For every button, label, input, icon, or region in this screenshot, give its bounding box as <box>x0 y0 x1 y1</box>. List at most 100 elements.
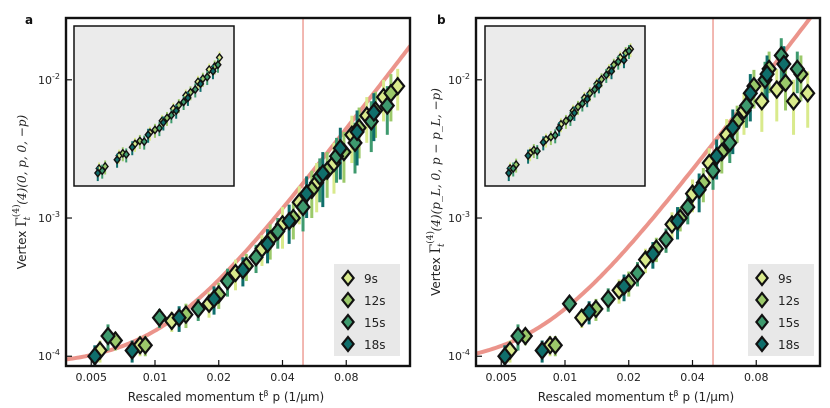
data-point <box>379 95 396 116</box>
x-tick-label: 0.02 <box>616 371 641 384</box>
data-point <box>776 54 792 74</box>
data-point <box>777 73 794 93</box>
inset-data-point <box>524 150 532 161</box>
markers-18s <box>87 102 382 366</box>
inset-data-point <box>570 108 579 118</box>
inset-data-point <box>113 155 121 165</box>
data-point <box>785 91 802 111</box>
y-tick-label: 10-4 <box>38 348 60 363</box>
y-tick-label: 10-2 <box>448 72 470 87</box>
inset-data-point <box>209 66 217 76</box>
inset-data-point <box>509 163 518 174</box>
inset-data-point <box>614 56 622 67</box>
data-point <box>510 326 526 346</box>
inset-data-point <box>159 117 168 128</box>
data-point <box>248 247 264 268</box>
inset-data-point <box>136 136 144 146</box>
legend-label: 12s <box>364 294 386 308</box>
inset-series-12s <box>512 46 630 173</box>
data-point <box>705 160 721 181</box>
x-axis-label: Rescaled momentum tβ p (1/μm) <box>538 389 735 404</box>
data-point <box>616 276 632 297</box>
markers-18s <box>497 54 792 366</box>
inset-data-point <box>191 84 200 95</box>
x-tick-label: 0.01 <box>143 371 168 384</box>
data-point <box>137 335 154 356</box>
data-point <box>691 180 707 200</box>
data-point <box>124 340 140 361</box>
inset-data-point <box>122 149 131 160</box>
inset-data-point <box>155 123 164 133</box>
inset-data-point <box>578 98 587 109</box>
inset-data-point <box>172 106 180 116</box>
inset-data-point <box>175 100 183 110</box>
plot-area <box>66 18 410 366</box>
panel-a: a 0.005 0.01 0.02 0.04 0.08 10-4 10-3 10-2 Rescal… <box>11 13 412 404</box>
data-point <box>721 133 738 153</box>
data-point <box>799 83 816 103</box>
inset-data-point <box>583 94 591 104</box>
inset-data-point <box>566 113 575 123</box>
inset-data-point <box>144 130 152 140</box>
axes-frame <box>64 16 412 368</box>
y-tick-label: 10-3 <box>38 210 60 225</box>
data-point <box>151 307 168 328</box>
inset-series-18s <box>504 54 628 182</box>
legend-marker <box>340 269 356 287</box>
inset-data-point <box>555 123 563 133</box>
inset-data-point <box>551 130 559 141</box>
inset-data-point <box>625 46 633 56</box>
inset-data-point <box>597 74 606 85</box>
inset-data-point <box>504 168 513 178</box>
inset-data-point <box>574 102 582 112</box>
data-point <box>295 197 311 217</box>
data-point <box>742 83 759 103</box>
inset <box>484 25 646 187</box>
legend-label: 18s <box>364 338 386 352</box>
inset-data-point <box>620 55 628 65</box>
legend-label: 9s <box>364 272 378 286</box>
y-axis-label-text: Vertex Γ(4)t(4)(0, p, 0, −p) <box>11 114 33 269</box>
inset-data-point <box>196 79 205 89</box>
inset-data-point <box>179 97 188 107</box>
legend-label: 18s <box>778 338 800 352</box>
inset-series-15s <box>98 58 222 179</box>
data-point <box>314 163 331 184</box>
data-point <box>100 326 116 346</box>
inset-data-point <box>93 168 102 178</box>
inset-data-point <box>186 87 195 98</box>
legend-marker <box>340 291 356 309</box>
data-point <box>269 221 286 242</box>
x-tick-label: 0.08 <box>334 371 359 384</box>
inset-data-point <box>590 84 599 95</box>
y-tick-label: 10-4 <box>448 348 470 363</box>
data-point <box>658 229 674 250</box>
axes-frame <box>474 16 822 368</box>
data-point <box>724 117 741 138</box>
inset-series-15s <box>509 44 633 177</box>
data-point <box>87 346 103 366</box>
inset-data-point <box>184 93 192 103</box>
data-point <box>759 64 775 84</box>
data-point <box>708 146 725 166</box>
data-point <box>332 138 349 158</box>
legend-label: 12s <box>778 294 800 308</box>
legend-marker <box>340 313 356 331</box>
data-point <box>349 122 365 142</box>
x-axis-label: Rescaled momentum tβ p (1/μm) <box>128 389 325 404</box>
inset-data-point <box>607 66 616 76</box>
data-point <box>669 211 686 231</box>
legend-marker <box>754 291 770 309</box>
legend-marker <box>754 269 770 287</box>
panel-letter: a <box>25 13 33 27</box>
data-point <box>561 293 578 314</box>
y-tick-label: 10-2 <box>38 72 60 87</box>
plot-area <box>476 18 816 366</box>
data-point <box>235 260 251 280</box>
inset-frame <box>484 25 646 187</box>
data-point <box>497 346 513 366</box>
x-tick-label: 0.04 <box>680 371 705 384</box>
data-point <box>259 234 276 254</box>
x-tick-label: 0.005 <box>75 371 107 384</box>
data-point <box>534 340 550 361</box>
